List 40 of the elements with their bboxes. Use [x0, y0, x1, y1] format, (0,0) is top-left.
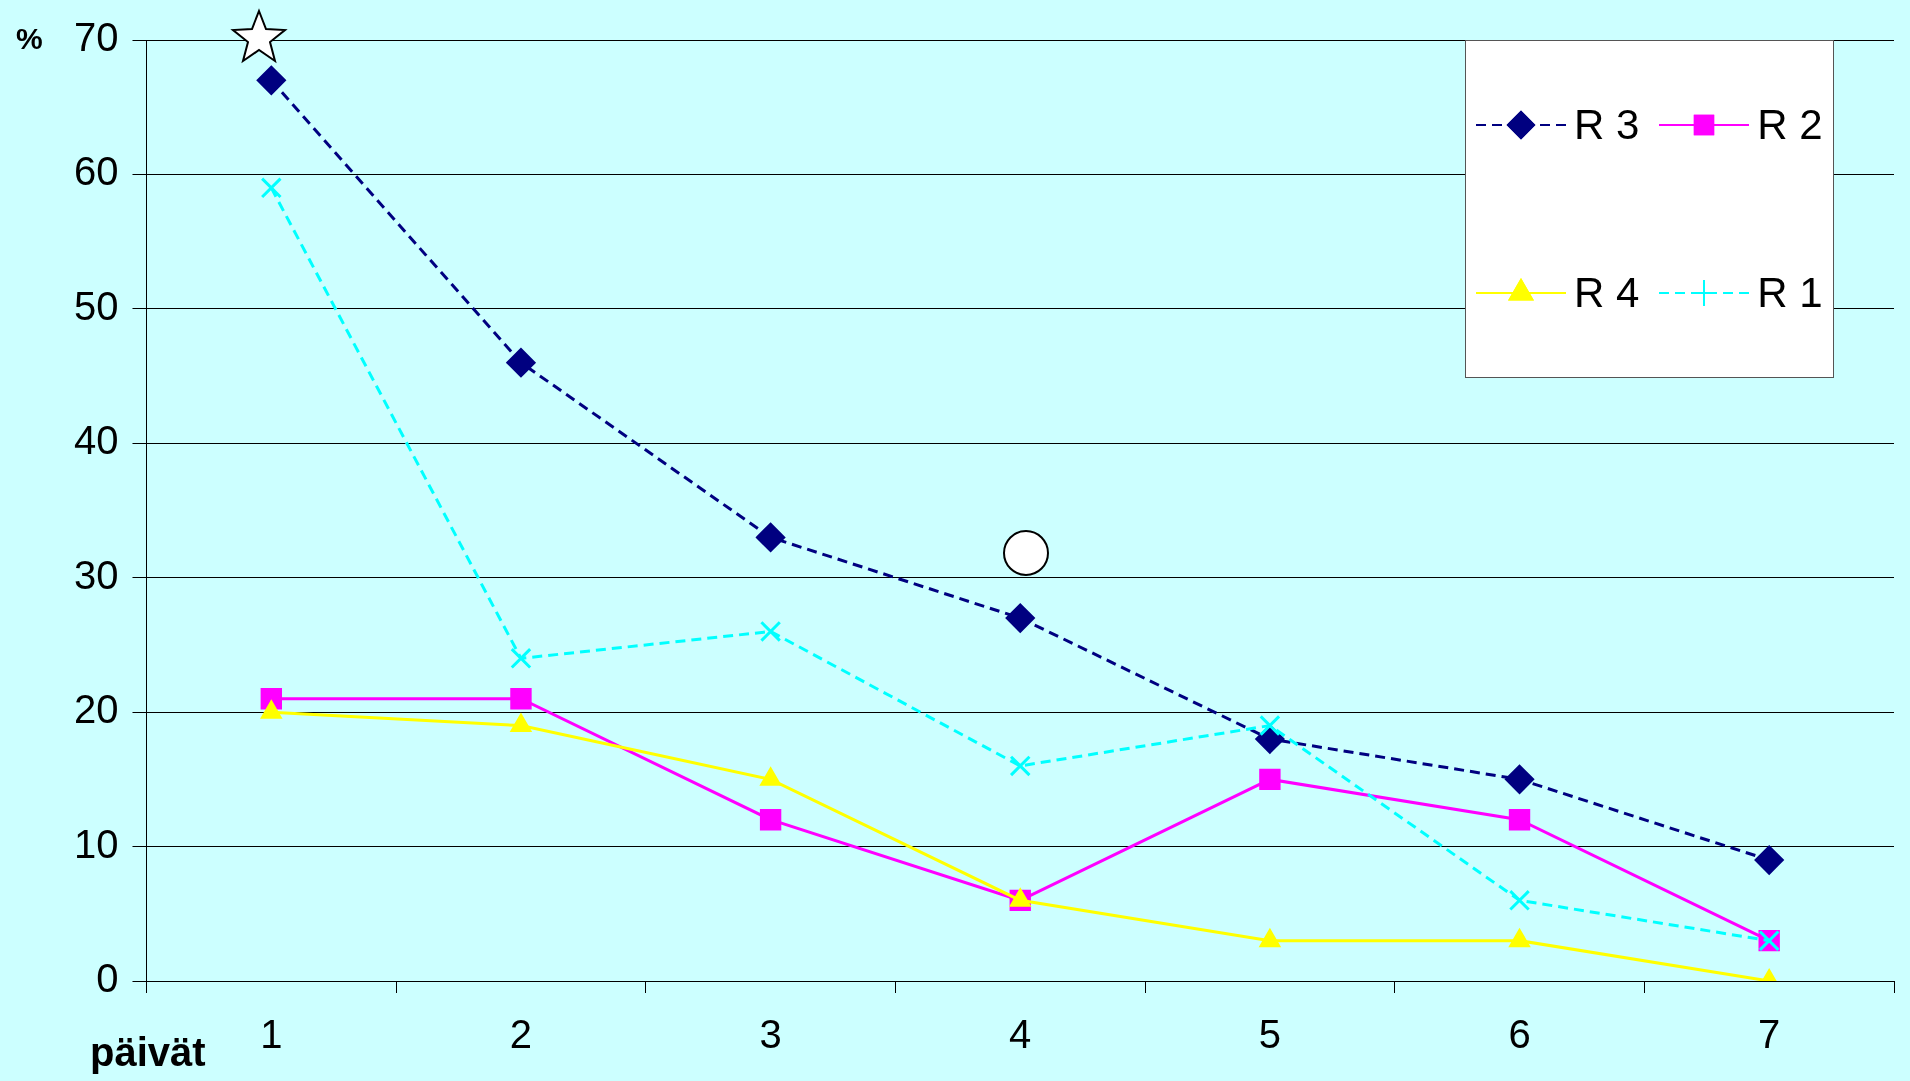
point: [1509, 929, 1530, 948]
point: [506, 348, 536, 378]
y-tick-label: 0: [96, 956, 119, 1001]
point: [510, 714, 532, 733]
point: [260, 177, 283, 199]
point: [1259, 714, 1281, 737]
y-tick-label: 30: [73, 552, 119, 597]
x-tick-label: 4: [1009, 1012, 1032, 1057]
point: [1508, 808, 1531, 831]
y-tick-label: 70: [73, 15, 119, 60]
point: [1508, 889, 1531, 912]
x-tick-label: 5: [1258, 1012, 1282, 1057]
y-tick-label: 40: [73, 418, 119, 463]
point: [1259, 768, 1281, 791]
y-tick-label: 20: [73, 687, 119, 732]
point: [1005, 603, 1035, 633]
legend-label: R 3: [1574, 101, 1640, 149]
y-axis-title: %: [16, 22, 43, 56]
point: [1259, 929, 1281, 948]
point: [510, 647, 532, 670]
point: [759, 808, 782, 831]
legend-label: R 1: [1757, 269, 1823, 317]
point: [510, 688, 532, 710]
legend-label: R 4: [1574, 269, 1640, 317]
y-tick-label: 10: [73, 821, 119, 866]
x-tick-label: 3: [759, 1012, 782, 1057]
x-tick-label: 2: [509, 1012, 533, 1057]
x-tick-label: 1: [260, 1012, 283, 1057]
point: [256, 65, 286, 95]
x-axis-title: päivät: [90, 1030, 206, 1075]
point: [1505, 764, 1535, 794]
point: [1754, 845, 1784, 875]
point: [756, 522, 786, 552]
x-tick-label: 6: [1508, 1012, 1531, 1057]
point: [1009, 755, 1031, 777]
x-tick-label: 7: [1758, 1012, 1781, 1057]
y-tick-label: 50: [73, 283, 119, 328]
legend-label: R 2: [1757, 101, 1823, 149]
point: [759, 620, 782, 643]
y-tick-label: 60: [73, 149, 119, 194]
